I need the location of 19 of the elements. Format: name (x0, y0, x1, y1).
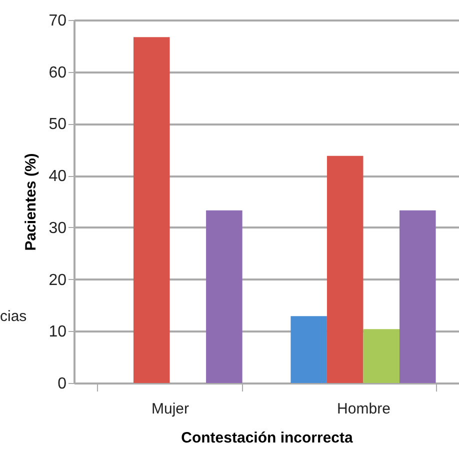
bar (363, 329, 400, 383)
y-tick-label: 50 (48, 116, 67, 134)
x-tick-label: Mujer (152, 400, 190, 418)
bar (290, 316, 327, 383)
bar (206, 210, 242, 383)
bar (326, 156, 364, 383)
y-tick-label: 40 (48, 168, 67, 186)
x-tick-label: Hombre (337, 400, 390, 418)
y-tick-label: 0 (58, 376, 67, 392)
bar (400, 210, 436, 383)
x-axis-title: Contestación incorrecta (181, 430, 354, 446)
bar (133, 37, 170, 383)
y-tick-label: 20 (48, 272, 67, 289)
y-axis-title: Pacientes (%) (22, 153, 40, 251)
text: cias (0, 308, 27, 325)
y-tick-label: 70 (48, 12, 67, 30)
y-tick-label: 10 (48, 324, 67, 341)
y-tick-label: 60 (48, 64, 67, 82)
y-tick-label: 30 (48, 220, 67, 237)
